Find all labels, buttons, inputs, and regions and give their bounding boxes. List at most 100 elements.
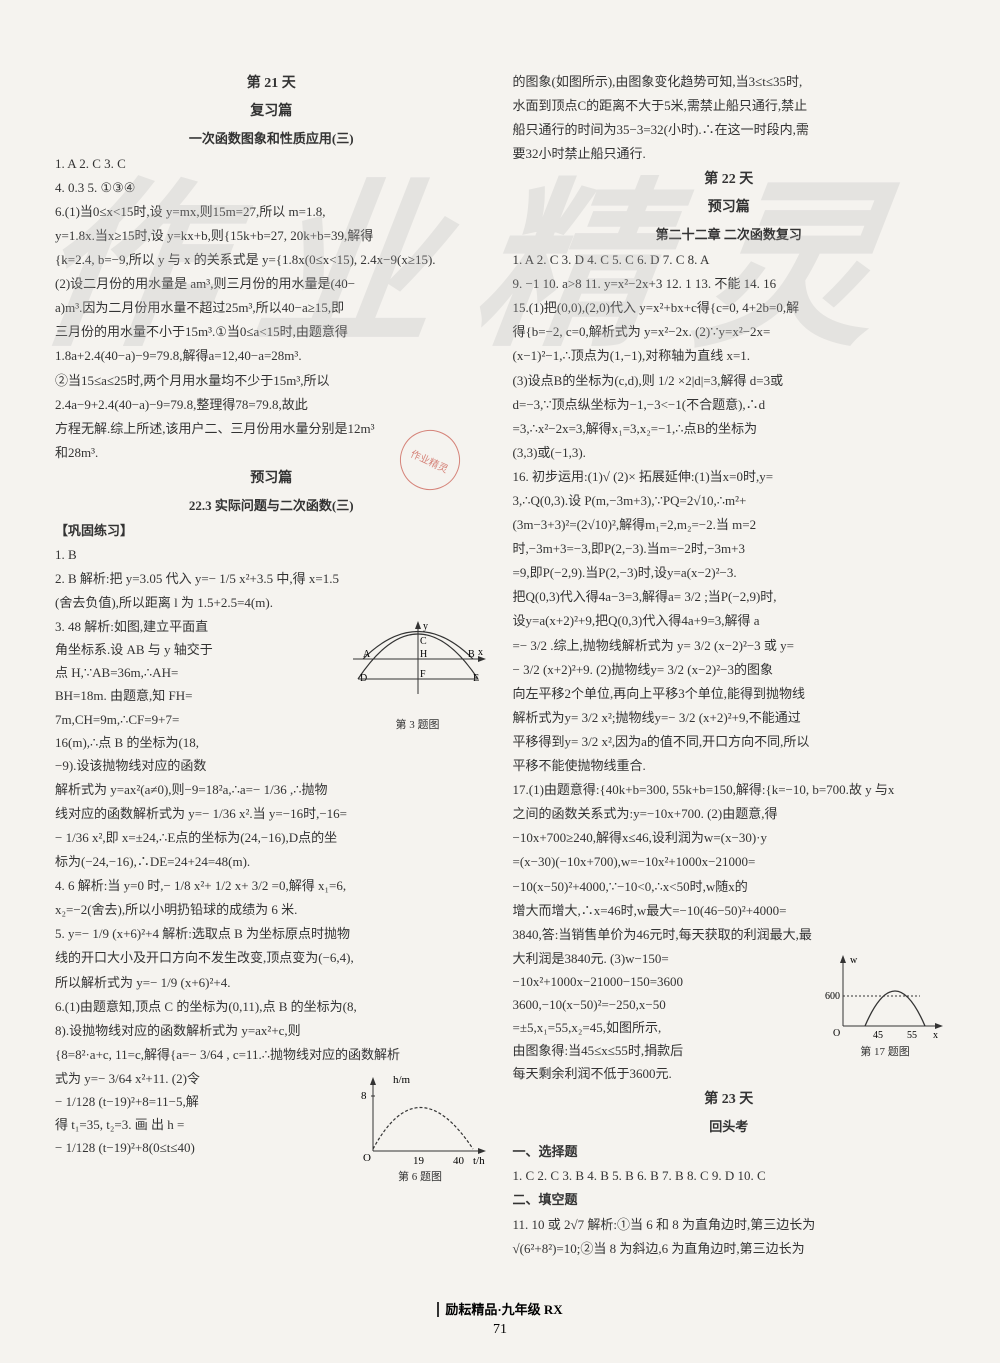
text-line: 之间的函数关系式为:y=−10x+700. (2)由题意,得 xyxy=(513,803,946,825)
page-container: 第 21 天 复习篇 一次函数图象和性质应用(三) 1. A 2. C 3. C… xyxy=(0,0,1000,1363)
text-line: √(6²+8²)=10;②当 8 为斜边,6 为直角边时,第三边长为 xyxy=(513,1238,946,1260)
text-line: 平移得到y= 3/2 x²,因为a的值不同,开口方向不同,所以 xyxy=(513,731,946,753)
svg-text:F: F xyxy=(420,669,426,680)
text-line: 1. A 2. C 3. D 4. C 5. C 6. D 7. C 8. A xyxy=(513,249,946,271)
text-line: 2. B 解析:把 y=3.05 代入 y=− 1/5 x²+3.5 中,得 x… xyxy=(55,568,488,590)
text-line: 4. 6 解析:当 y=0 时,− 1/8 x²+ 1/2 x+ 3/2 =0,… xyxy=(55,875,488,897)
text-line: 要32小时禁止船只通行. xyxy=(513,143,946,165)
text-line: 平移不能使抛物线重合. xyxy=(513,755,946,777)
text-line: d=−3,∵顶点纵坐标为−1,−3<−1(不合题意),∴d xyxy=(513,394,946,416)
left-column: 第 21 天 复习篇 一次函数图象和性质应用(三) 1. A 2. C 3. C… xyxy=(55,70,488,1343)
svg-text:19: 19 xyxy=(413,1155,425,1166)
text-line: 的图象(如图所示),由图象变化趋势可知,当3≤t≤35时, xyxy=(513,71,946,93)
svg-text:55: 55 xyxy=(907,1030,917,1041)
section-223: 22.3 实际问题与二次函数(三) xyxy=(55,495,488,517)
svg-text:H: H xyxy=(420,649,427,660)
text-line: 解析式为 y=ax²(a≠0),则−9=18²a,∴a=− 1/36 ,∴抛物 xyxy=(55,779,488,801)
text-line: 向左平移2个单位,再向上平移3个单位,能得到抛物线 xyxy=(513,683,946,705)
svg-text:y: y xyxy=(423,621,428,632)
text-line: 把Q(0,3)代入得4a−3=3,解得a= 3/2 ;当P(−2,9)时, xyxy=(513,586,946,608)
text-line: y=1.8x.当x≥15时,设 y=kx+b,则{15k+b=27, 20k+b… xyxy=(55,225,488,247)
text-line: 3,∴Q(0,3).设 P(m,−3m+3),∵PQ=2√10,∴m²+ xyxy=(513,490,946,512)
fig3-caption: 第 3 题图 xyxy=(348,716,488,735)
text-line: 16(m),∴点 B 的坐标为(18, xyxy=(55,732,488,754)
text-line: − 3/2 (x+2)²+9. (2)抛物线y= 3/2 (x−2)²−3的图象 xyxy=(513,659,946,681)
text-line: =− 3/2 .综上,抛物线解析式为 y= 3/2 (x−2)²−3 或 y= xyxy=(513,635,946,657)
preview-title: 预习篇 xyxy=(55,467,488,491)
text-line: 1.8a+2.4(40−a)−9=79.8,解得a=12,40−a=28m³. xyxy=(55,345,488,367)
svg-text:45: 45 xyxy=(873,1030,883,1041)
text-line: 标为(−24,−16),∴DE=24+24=48(m). xyxy=(55,851,488,873)
text-line: 6.(1)当0≤x<15时,设 y=mx,则15m=27,所以 m=1.8, xyxy=(55,201,488,223)
text-line: 线对应的函数解析式为 y=− 1/36 x².当 y=−16时,−16= xyxy=(55,803,488,825)
text-line: 水面到顶点C的距离不大于5米,需禁止船只通行,禁止 xyxy=(513,95,946,117)
svg-text:A: A xyxy=(363,649,371,660)
svg-text:x: x xyxy=(478,647,483,658)
svg-text:3600: 3600 xyxy=(825,991,840,1002)
text-line: 解析式为y= 3/2 x²;抛物线y=− 3/2 (x+2)²+9,不能通过 xyxy=(513,707,946,729)
page-number: 71 xyxy=(0,1322,1000,1338)
text-line: 17.(1)由题意得:{40k+b=300, 55k+b=150,解得:{k=−… xyxy=(513,779,946,801)
svg-text:O: O xyxy=(833,1028,840,1039)
text-line: 所以解析式为 y=− 1/9 (x+6)²+4. xyxy=(55,972,488,994)
svg-text:x: x xyxy=(933,1030,938,1041)
text-line: − 1/36 x²,即 x=±24,∴E点的坐标为(24,−16),D点的坐 xyxy=(55,827,488,849)
text-line: 1. A 2. C 3. C xyxy=(55,153,488,175)
text-line: 时,−3m+3=−3,即P(2,−3).当m=−2时,−3m+3 xyxy=(513,538,946,560)
text-line: 1. C 2. C 3. B 4. B 5. B 6. B 7. B 8. C … xyxy=(513,1165,946,1187)
text-line: 设y=a(x+2)²+9,把Q(0,3)代入得4a+9=3,解得 a xyxy=(513,610,946,632)
text-line: (3,3)或(−1,3). xyxy=(513,442,946,464)
text-line: 得{b=−2, c=0,解析式为 y=x²−2x. (2)∵y=x²−2x= xyxy=(513,321,946,343)
text-line: (2)设二月份的用水量是 am³,则三月份的用水量是(40− xyxy=(55,273,488,295)
text-line: =3,∴x²−2x=3,解得x₁=3,x₂=−1,∴点B的坐标为 xyxy=(513,418,946,440)
text-line: (x−1)²−1,∴顶点为(1,−1),对称轴为直线 x=1. xyxy=(513,345,946,367)
text-line: 3840,答:当销售单价为46元时,每天获取的利润最大,最 xyxy=(513,924,946,946)
section-fill: 二、填空题 xyxy=(513,1189,946,1211)
text-line: 16. 初步运用:(1)√ (2)× 拓展延伸:(1)当x=0时,y= xyxy=(513,466,946,488)
text-line: 三月份的用水量不小于15m³.①当0≤a<15时,由题意得 xyxy=(55,321,488,343)
svg-text:B: B xyxy=(468,649,475,660)
text-line: 4. 0.3 5. ①③④ xyxy=(55,177,488,199)
text-line: =(x−30)(−10x+700),w=−10x²+1000x−21000= xyxy=(513,851,946,873)
text-line: 和28m³. xyxy=(55,442,488,464)
text-line: (3m−3+3)²=(2√10)²,解得m₁=2,m₂=−2.当 m=2 xyxy=(513,514,946,536)
text-line: {k=2.4, b=−9,所以 y 与 x 的关系式是 y={1.8x(0≤x<… xyxy=(55,249,488,271)
footer-title: 励耘精品·九年级 RX xyxy=(437,1302,562,1317)
text-line: 5. y=− 1/9 (x+6)²+4 解析:选取点 B 为坐标原点时抛物 xyxy=(55,923,488,945)
page-footer: 励耘精品·九年级 RX 71 xyxy=(0,1299,1000,1338)
text-line: 6.(1)由题意知,顶点 C 的坐标为(0,11),点 B 的坐标为(8, xyxy=(55,996,488,1018)
day22-title: 第 22 天 xyxy=(513,168,946,192)
text-line: 11. 10 或 2√7 解析:①当 6 和 8 为直角边时,第三边长为 xyxy=(513,1214,946,1236)
text-line: 增大而增大,∴x=46时,w最大=−10(46−50)²+4000= xyxy=(513,900,946,922)
text-line: {8=8²·a+c, 11=c,解得{a=− 3/64 , c=11.∴抛物线对… xyxy=(55,1044,488,1066)
text-line: 船只通行的时间为35−3=32(小时).∴在这一时段内,需 xyxy=(513,119,946,141)
text-line: 方程无解.综上所述,该用户二、三月份用水量分别是12m³ xyxy=(55,418,488,440)
text-line: 每天剩余利润不低于3600元. xyxy=(513,1063,946,1085)
section-select: 一、选择题 xyxy=(513,1141,946,1163)
text-line: 8).设抛物线对应的函数解析式为 y=ax²+c,则 xyxy=(55,1020,488,1042)
figure-6: h/m t/h 8 19 40 O 第 6 题图 xyxy=(353,1071,488,1187)
day21-sub1: 复习篇 xyxy=(55,100,488,124)
fig6-caption: 第 6 题图 xyxy=(353,1168,488,1187)
text-line: 线的开口大小及开口方向不发生改变,顶点变为(−6,4), xyxy=(55,947,488,969)
day22-sub2: 第二十二章 二次函数复习 xyxy=(513,224,946,246)
day22-sub1: 预习篇 xyxy=(513,196,946,220)
text-line: (3)设点B的坐标为(c,d),则 1/2 ×2|d|=3,解得 d=3或 xyxy=(513,370,946,392)
text-line: x₂=−2(舍去),所以小明扔铅球的成绩为 6 米. xyxy=(55,899,488,921)
text-line: −9).设该抛物线对应的函数 xyxy=(55,755,488,777)
svg-text:t/h: t/h xyxy=(473,1155,485,1166)
text-line: ②当15≤a≤25时,两个月用水量均不少于15m³,所以 xyxy=(55,370,488,392)
day23-title: 第 23 天 xyxy=(513,1088,946,1112)
svg-text:C: C xyxy=(420,636,427,647)
figure-17: w x 3600 45 55 O 第 17 题图 xyxy=(825,951,945,1062)
svg-text:h/m: h/m xyxy=(393,1074,411,1086)
text-line: =9,即P(−2,9).当P(2,−3)时,设y=a(x−2)²−3. xyxy=(513,562,946,584)
fig17-caption: 第 17 题图 xyxy=(825,1043,945,1062)
gonggu-label: 【巩固练习】 xyxy=(55,520,488,542)
figure-3: y x A B C H D E F 第 3 题图 xyxy=(348,619,488,735)
text-line: 9. −1 10. a>8 11. y=x²−2x+3 12. 1 13. 不能… xyxy=(513,273,946,295)
day23-sub: 回头考 xyxy=(513,1116,946,1138)
text-line: 1. B xyxy=(55,544,488,566)
text-line: (舍去负值),所以距离 l 为 1.5+2.5=4(m). xyxy=(55,592,488,614)
day21-sub2: 一次函数图象和性质应用(三) xyxy=(55,128,488,150)
